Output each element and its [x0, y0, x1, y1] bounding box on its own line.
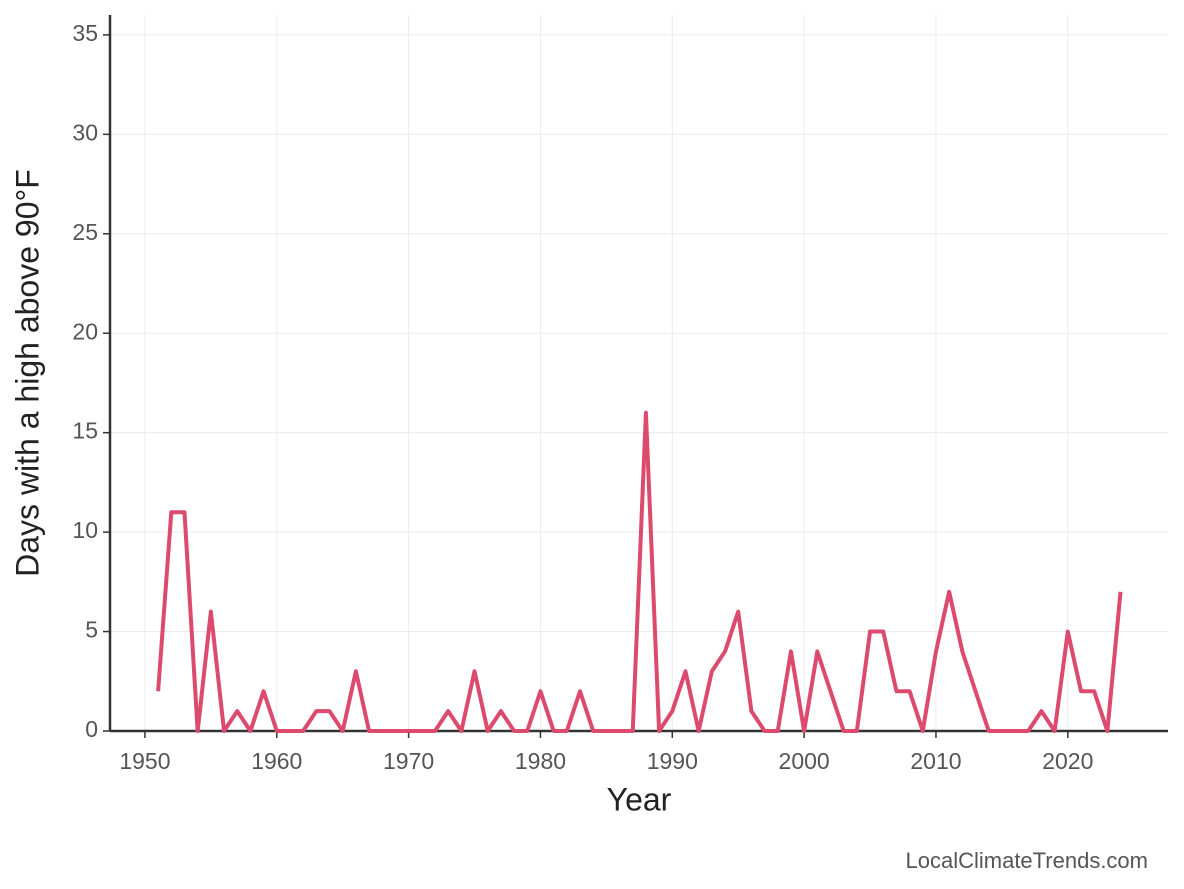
x-tick-label: 1980: [515, 748, 566, 774]
source: LocalClimateTrends.com: [906, 848, 1149, 873]
x-tick-label: 2010: [910, 748, 961, 774]
x-axis-label: Year: [607, 781, 672, 817]
y-tick-label: 30: [72, 119, 98, 145]
y-tick-label: 35: [72, 20, 98, 46]
x-tick-label: 1960: [251, 748, 302, 774]
y-axis-label: Days with a high above 90°F: [9, 169, 45, 577]
y-tick-label: 0: [85, 716, 98, 742]
line-series: [156, 410, 1123, 733]
x-tick-label: 2000: [779, 748, 830, 774]
y-tick-label: 5: [85, 617, 98, 643]
x-tick-label: 1970: [383, 748, 434, 774]
y-tick-label: 25: [72, 219, 98, 245]
y-tick-label: 10: [72, 517, 98, 543]
x-tick-label: 2020: [1042, 748, 1093, 774]
x-tick-label: 1990: [647, 748, 698, 774]
x-tick-label: 1950: [119, 748, 170, 774]
y-tick-label: 20: [72, 318, 98, 344]
y-tick-label: 15: [72, 418, 98, 444]
